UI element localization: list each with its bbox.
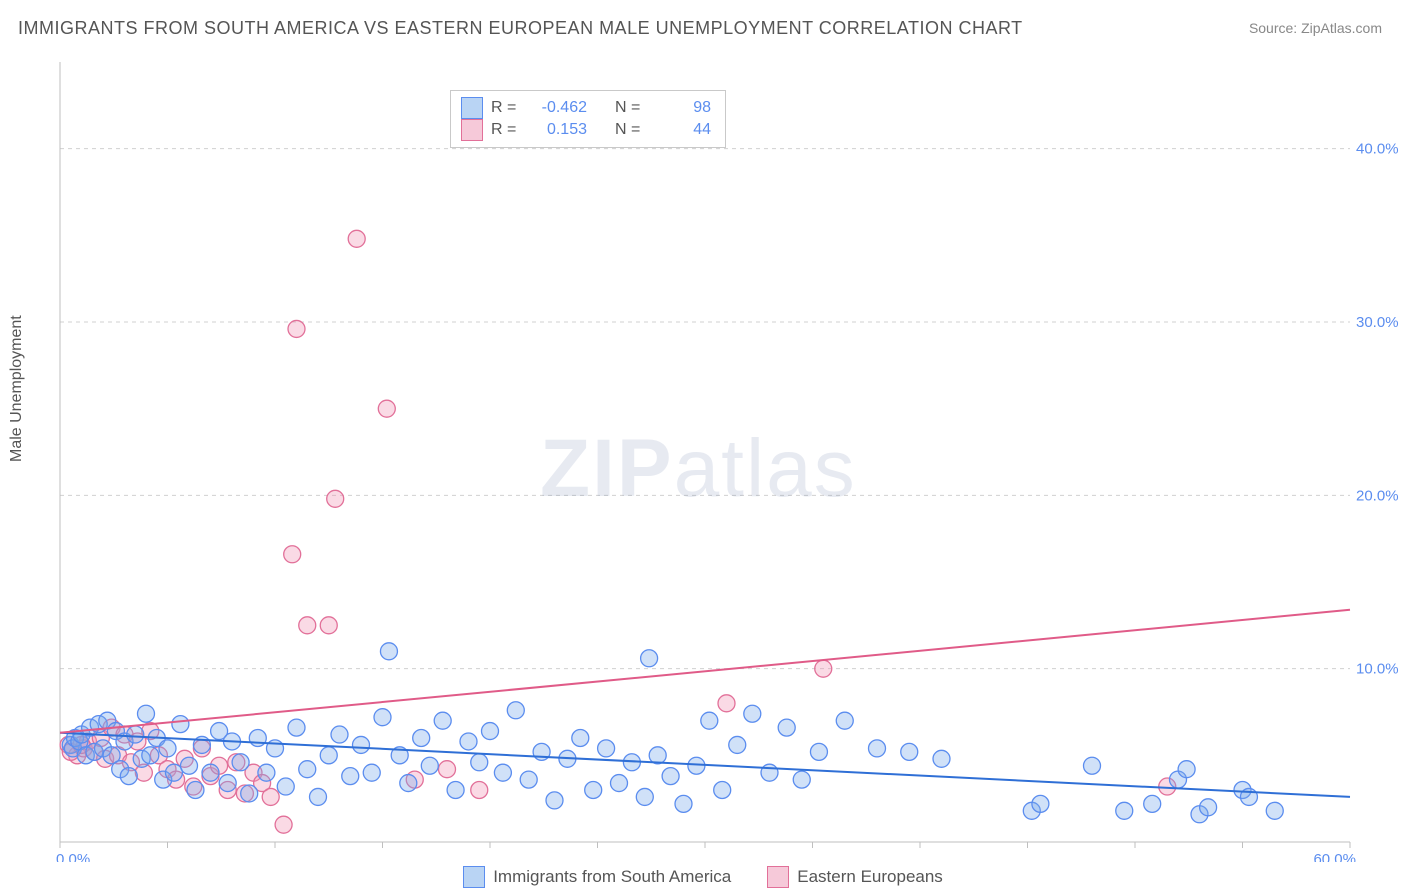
svg-text:20.0%: 20.0% — [1356, 487, 1399, 504]
svg-text:0.0%: 0.0% — [56, 851, 90, 862]
bottom-legend-item-1: Immigrants from South America — [463, 866, 731, 888]
bottom-swatch-2 — [767, 866, 789, 888]
source-prefix: Source: — [1249, 20, 1301, 36]
source-attribution: Source: ZipAtlas.com — [1249, 20, 1382, 36]
bottom-label-2: Eastern Europeans — [797, 867, 943, 887]
legend-swatch-series-2 — [461, 119, 483, 141]
stats-row-series-2: R = 0.153 N = 44 — [461, 119, 711, 141]
stats-row-series-1: R = -0.462 N = 98 — [461, 97, 711, 119]
bottom-legend: Immigrants from South America Eastern Eu… — [0, 866, 1406, 888]
chart-title: IMMIGRANTS FROM SOUTH AMERICA VS EASTERN… — [18, 18, 1023, 39]
svg-text:60.0%: 60.0% — [1313, 851, 1356, 862]
stats-legend-box: R = -0.462 N = 98 R = 0.153 N = 44 — [450, 90, 726, 148]
legend-swatch-series-1 — [461, 97, 483, 119]
bottom-label-1: Immigrants from South America — [493, 867, 731, 887]
r-label: R = — [491, 97, 519, 119]
n-label: N = — [615, 97, 643, 119]
n-value-series-1: 98 — [651, 97, 711, 119]
r-value-series-1: -0.462 — [527, 97, 587, 119]
chart-container: Male Unemployment ZIPatlas 10.0%20.0%30.… — [0, 42, 1406, 892]
source-link[interactable]: ZipAtlas.com — [1301, 20, 1382, 36]
svg-text:30.0%: 30.0% — [1356, 314, 1399, 331]
r-label-2: R = — [491, 119, 519, 141]
scatter-chart-svg: 10.0% 20.0% 30.0% 40.0% 0.0% 60.0% — [0, 42, 1406, 862]
bottom-swatch-1 — [463, 866, 485, 888]
bottom-legend-item-2: Eastern Europeans — [767, 866, 943, 888]
n-value-series-2: 44 — [651, 119, 711, 141]
r-value-series-2: 0.153 — [527, 119, 587, 141]
y-axis-label: Male Unemployment — [8, 315, 26, 462]
svg-text:10.0%: 10.0% — [1356, 661, 1399, 678]
n-label-2: N = — [615, 119, 643, 141]
svg-text:40.0%: 40.0% — [1356, 141, 1399, 158]
